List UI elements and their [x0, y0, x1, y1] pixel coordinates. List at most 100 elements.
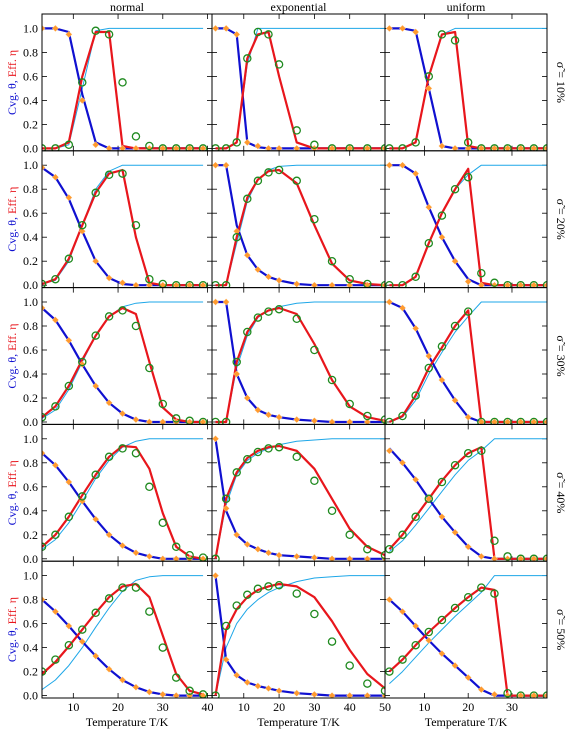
- data-point: [451, 528, 459, 536]
- plot-area: [212, 298, 385, 425]
- data-point: [477, 144, 486, 151]
- data-point: [504, 418, 512, 425]
- data-point: [543, 692, 547, 699]
- data-point: [172, 555, 180, 562]
- data-point: [145, 141, 154, 151]
- data-point: [516, 280, 525, 288]
- data-point: [145, 274, 154, 284]
- panel: 0.0 0.2 0.4 0.6 0.8 1.0 Cvg. θ, Eff. η: [5, 287, 213, 429]
- data-point: [42, 304, 46, 312]
- data-point: [529, 417, 539, 425]
- y-tick-label: 0.6: [23, 206, 38, 220]
- data-point: [477, 417, 486, 425]
- data-point: [64, 381, 74, 391]
- y-axis-label: Cvg. θ, Eff. η: [5, 323, 19, 388]
- series-line: [389, 301, 547, 423]
- data-point: [363, 144, 371, 151]
- data-point: [243, 540, 251, 548]
- data-point: [346, 692, 354, 699]
- data-point: [517, 555, 525, 562]
- plot-area: [42, 575, 208, 699]
- data-point: [385, 667, 394, 676]
- data-point: [221, 621, 231, 631]
- data-point: [385, 596, 393, 604]
- series-line: [389, 30, 547, 150]
- data-point: [363, 144, 372, 151]
- data-point: [503, 417, 512, 425]
- data-point: [171, 673, 181, 682]
- data-point: [265, 684, 272, 692]
- data-point: [451, 396, 459, 404]
- series-line: [42, 30, 204, 150]
- data-point: [186, 418, 194, 425]
- data-point: [398, 411, 407, 421]
- y-tick-label: 0.8: [23, 456, 38, 470]
- data-point: [199, 692, 207, 699]
- y-tick-label: 0.8: [23, 45, 38, 59]
- data-point: [412, 476, 420, 484]
- series-line: [42, 27, 204, 150]
- series-line: [42, 168, 204, 287]
- data-point: [516, 554, 525, 562]
- data-point: [104, 312, 114, 321]
- data-point: [438, 142, 446, 150]
- data-point: [503, 688, 512, 698]
- data-point: [51, 144, 60, 151]
- y-tick-label: 0.2: [23, 528, 38, 542]
- data-point: [437, 477, 447, 487]
- panel: 0.0 0.2 0.4 0.6 0.8 1.0 Cvg. θ, Eff. η: [5, 150, 213, 292]
- plot-area: [212, 435, 385, 562]
- y-tick-label: 0.6: [23, 69, 38, 83]
- data-point: [199, 555, 207, 562]
- data-point: [346, 144, 354, 151]
- data-point: [385, 144, 394, 151]
- data-point: [398, 655, 407, 664]
- data-point: [265, 273, 272, 281]
- data-point: [411, 391, 420, 400]
- data-point: [145, 607, 154, 616]
- data-point: [253, 447, 263, 457]
- y-tick-label: 0.0: [23, 552, 38, 566]
- y-tick-label: 0.2: [23, 665, 38, 679]
- data-point: [51, 24, 59, 32]
- series-line: [42, 575, 204, 691]
- data-point: [477, 552, 485, 560]
- series-line: [388, 447, 547, 560]
- data-point: [78, 96, 86, 104]
- data-point: [145, 418, 153, 425]
- data-point: [132, 144, 140, 151]
- data-point: [450, 603, 460, 613]
- data-point: [42, 449, 46, 457]
- data-point: [363, 555, 371, 562]
- series-line: [42, 164, 204, 285]
- row-label: σ̃ = 40%: [554, 472, 568, 513]
- y-tick-label: 0.4: [23, 230, 38, 244]
- data-point: [463, 138, 473, 147]
- data-point: [78, 220, 87, 230]
- series-line: [389, 575, 547, 684]
- data-point: [243, 394, 251, 402]
- data-point: [450, 184, 460, 194]
- data-point: [424, 238, 434, 248]
- data-point: [171, 144, 181, 151]
- x-axis-label: Temperature T/K: [86, 715, 169, 729]
- data-point: [104, 30, 114, 39]
- data-point: [253, 27, 263, 37]
- data-point: [232, 468, 241, 477]
- data-point: [172, 692, 180, 699]
- data-point: [490, 589, 499, 598]
- plot-area: [42, 24, 208, 151]
- data-point: [310, 690, 318, 698]
- data-point: [222, 298, 230, 306]
- data-point: [381, 144, 385, 151]
- data-point: [78, 625, 87, 634]
- data-point: [64, 140, 74, 150]
- data-point: [212, 554, 220, 562]
- data-point: [119, 676, 127, 684]
- data-point: [159, 144, 167, 151]
- data-point: [243, 138, 251, 146]
- y-tick-label: 0.8: [23, 182, 38, 196]
- data-point: [119, 410, 127, 418]
- data-point: [91, 188, 100, 198]
- data-point: [399, 304, 406, 312]
